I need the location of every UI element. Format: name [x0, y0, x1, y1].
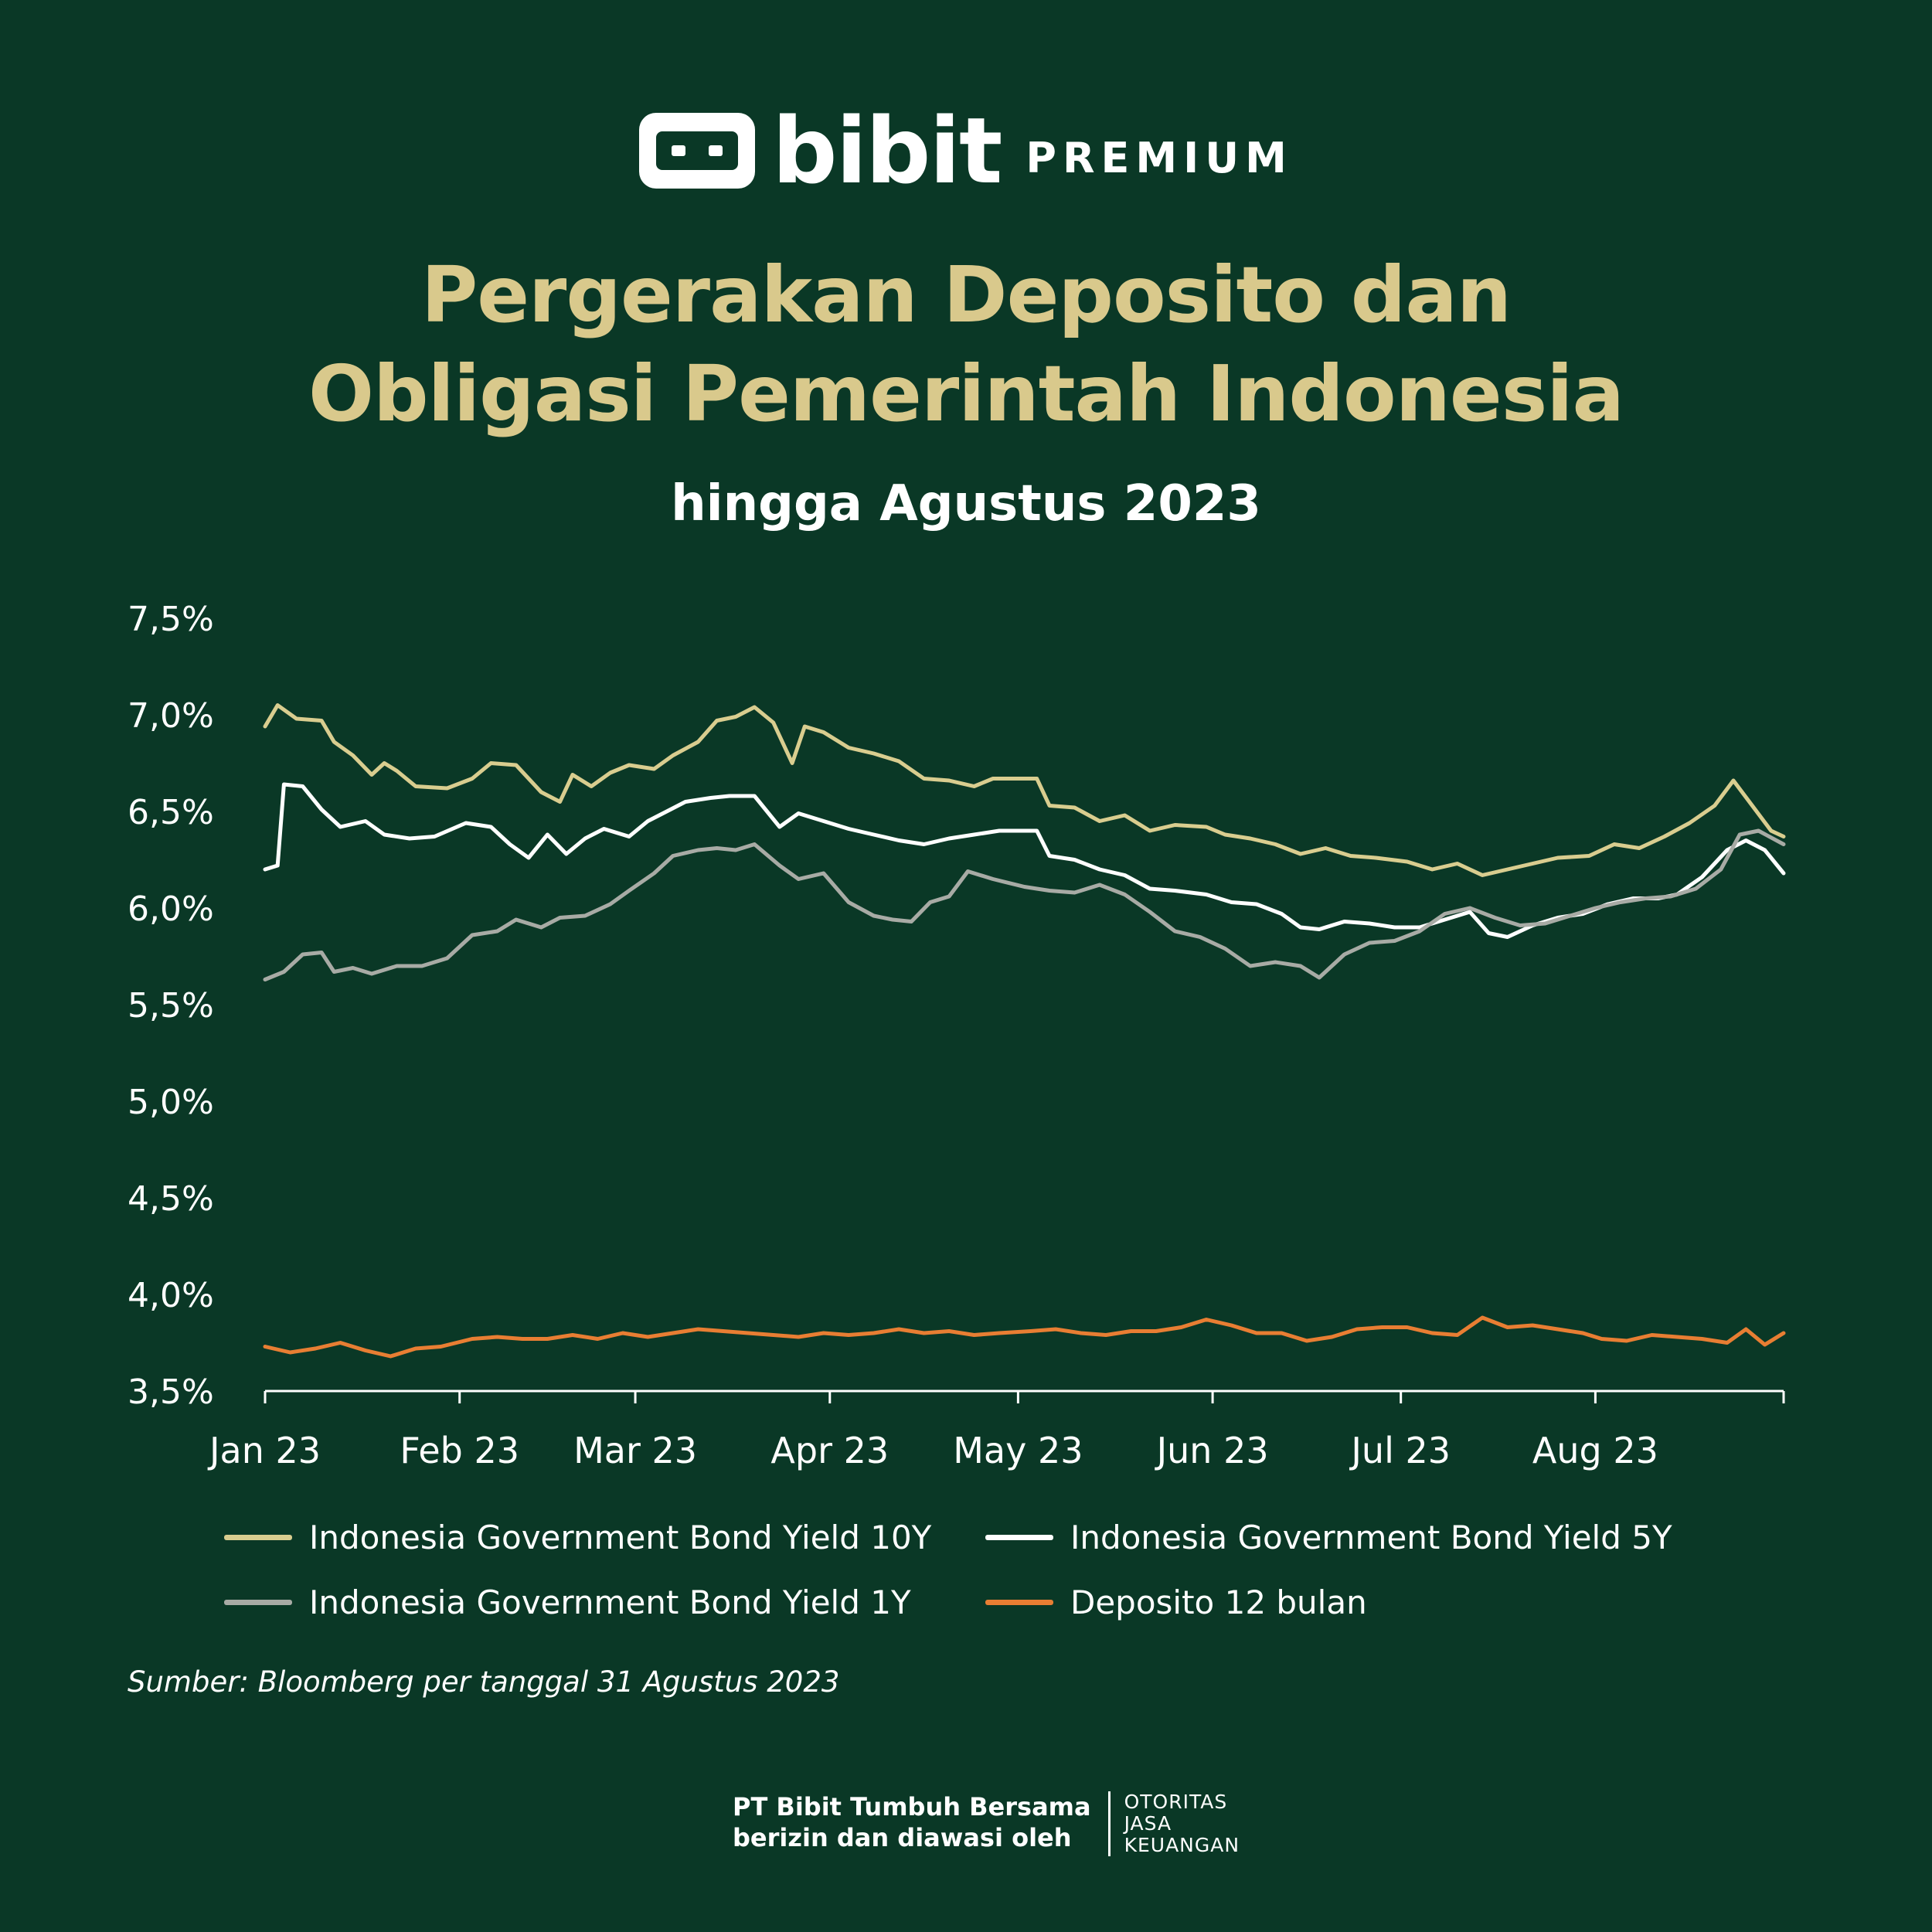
footer-company: PT Bibit Tumbuh Bersama berizin dan diaw… — [733, 1791, 1108, 1856]
legend-item-10y: Indonesia Government Bond Yield 10Y — [224, 1519, 931, 1556]
legend-label-1y: Indonesia Government Bond Yield 1Y — [309, 1583, 911, 1621]
title-line-2: Obligasi Pemerintah Indonesia — [308, 349, 1624, 439]
legend-swatch-5y — [985, 1535, 1053, 1540]
x-tick-label: Aug 23 — [1532, 1430, 1658, 1471]
x-tick-label: May 23 — [953, 1430, 1083, 1471]
line-chart: 3,5% 4,0% 4,5% 5,0% 5,5% 6,0% 6,5% 7,0% 7,5% Jan… — [128, 600, 1786, 1471]
footer-line-1: PT Bibit Tumbuh Bersama — [733, 1792, 1091, 1821]
footer-divider — [1107, 1791, 1111, 1856]
ojk-line-1: OTORITAS — [1124, 1791, 1228, 1813]
y-tick-label: 5,0% — [128, 1083, 214, 1122]
ojk-line-3: KEUANGAN — [1124, 1834, 1240, 1856]
y-tick-label: 4,5% — [128, 1179, 214, 1219]
x-tick-label: Jul 23 — [1349, 1430, 1451, 1471]
y-tick-label: 7,0% — [128, 696, 214, 736]
brand-header: bibit PREMIUM — [0, 97, 1932, 204]
brand-tier: PREMIUM — [1026, 133, 1293, 182]
footer-line-2: berizin dan diawasi oleh — [733, 1823, 1072, 1852]
legend-swatch-deposito — [985, 1600, 1053, 1605]
y-tick-label: 6,0% — [128, 889, 214, 929]
legend-swatch-1y — [224, 1600, 292, 1605]
legend-label-deposito: Deposito 12 bulan — [1070, 1583, 1367, 1621]
y-tick-label: 4,0% — [128, 1276, 214, 1315]
bibit-logo-icon — [639, 113, 756, 189]
x-tick-label: Jun 23 — [1155, 1430, 1269, 1471]
series-line-2 — [263, 828, 1786, 981]
x-tick-label: Apr 23 — [770, 1430, 889, 1471]
brand-name: bibit — [772, 97, 1002, 204]
page-subtitle: hingga Agustus 2023 — [671, 475, 1261, 532]
legend-item-5y: Indonesia Government Bond Yield 5Y — [985, 1519, 1672, 1556]
footer: PT Bibit Tumbuh Bersama berizin dan diaw… — [733, 1791, 1240, 1856]
x-tick-label: Feb 23 — [400, 1430, 519, 1471]
series-line-0 — [263, 703, 1786, 877]
source-note: Sumber: Bloomberg per tanggal 31 Agustus… — [128, 1665, 840, 1699]
y-tick-label: 6,5% — [128, 793, 214, 832]
series-line-3 — [263, 1315, 1786, 1359]
y-axis: 3,5% 4,0% 4,5% 5,0% 5,5% 6,0% 6,5% 7,0% 7,5% — [128, 600, 214, 1412]
x-tick-label: Jan 23 — [207, 1430, 321, 1471]
x-tick-label: Mar 23 — [573, 1430, 697, 1471]
legend-item-1y: Indonesia Government Bond Yield 1Y — [224, 1583, 911, 1621]
y-tick-label: 7,5% — [128, 600, 214, 639]
y-tick-label: 5,5% — [128, 986, 214, 1026]
title-line-1: Pergerakan Deposito dan — [420, 250, 1512, 340]
y-tick-label: 3,5% — [128, 1372, 214, 1412]
series-group — [263, 703, 1786, 1359]
ojk-logo: OTORITAS JASA KEUANGAN — [1124, 1791, 1240, 1856]
legend-label-10y: Indonesia Government Bond Yield 10Y — [309, 1519, 932, 1556]
legend-item-deposito: Deposito 12 bulan — [985, 1583, 1367, 1621]
legend-swatch-10y — [224, 1535, 292, 1540]
ojk-line-2: JASA — [1124, 1812, 1172, 1835]
legend-label-5y: Indonesia Government Bond Yield 5Y — [1070, 1519, 1672, 1556]
series-line-1 — [263, 782, 1786, 939]
x-axis: Jan 23 Feb 23 Mar 23 Apr 23 May 23 Jun 23 Jul … — [207, 1389, 1785, 1471]
page-title: Pergerakan Deposito dan Obligasi Pemerin… — [0, 246, 1932, 444]
